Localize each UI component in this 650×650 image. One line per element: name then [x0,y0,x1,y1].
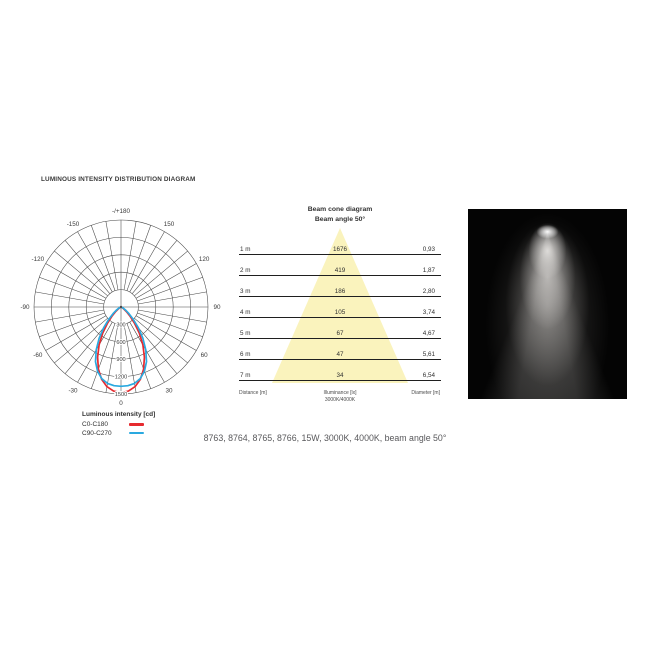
angle-tick-label: 120 [199,256,210,263]
angle-tick-label: 60 [201,352,209,359]
beam-cone-column-headers: Distance [m] Illuminance [lx] 3000K/4000… [239,390,441,403]
curve-c90-c270 [94,306,148,388]
distance-column-header: Distance [m] [239,390,267,396]
angle-tick-label: 90 [213,304,221,311]
distance-value: 3 m [240,288,251,295]
beam-photo-image [468,209,627,399]
beam-cone-diagram: Beam cone diagram Beam angle 50° 1 m 1676… [239,204,441,410]
table-row: 4 m 105 3,74 [239,306,441,318]
angle-tick-label: 30 [165,387,173,394]
angle-tick-label: 150 [164,221,175,228]
illuminance-value: 34 [336,372,344,379]
distance-value: 4 m [240,309,251,316]
legend-label: C90-C270 [82,429,112,437]
radial-tick-label: 1200 [115,375,127,381]
illuminance-header-line1: Illuminance [lx] [323,390,357,396]
beam-cone-title-line2: Beam angle 50° [314,215,366,223]
c0-c180-line-swatch [129,423,144,426]
table-row: 3 m 186 2,80 [239,285,441,297]
legend-title: Luminous intensity [cd] [82,411,156,418]
table-row: 1 m 1676 0,93 [239,243,441,255]
angle-tick-label: 0 [119,400,123,407]
table-row: 5 m 67 4,67 [239,327,441,339]
page-title: LUMINOUS INTENSITY DISTRIBUTION DIAGRAM [41,176,196,183]
illuminance-column-header: Illuminance [lx] 3000K/4000K [323,390,356,403]
angle-tick-label: -60 [33,352,43,359]
angle-tick-label: -90 [20,304,30,311]
diameter-value: 6,54 [422,372,435,379]
diameter-value: 1,87 [422,267,435,274]
table-row: 6 m 47 5,61 [239,348,441,360]
radial-tick-label: 600 [116,340,125,346]
angle-tick-label: -/+180 [112,208,131,215]
distance-value: 5 m [240,330,251,337]
distance-value: 7 m [240,372,251,379]
diameter-column-header: Diameter [m] [411,390,440,396]
angle-tick-label: -150 [67,221,80,228]
table-row: 2 m 419 1,87 [239,264,441,276]
illuminance-value: 1676 [332,246,347,253]
table-row: 7 m 34 6,54 [239,369,441,381]
beam-cone-title: Beam cone diagram Beam angle 50° [239,205,441,224]
diameter-value: 4,67 [422,330,435,337]
diameter-value: 2,80 [422,288,435,295]
legend-item-c90-c270: C90-C270 [82,429,155,437]
distance-value: 1 m [240,246,251,253]
illuminance-value: 47 [336,351,344,358]
angle-tick-label: -120 [32,256,45,263]
radial-tick-label: 1500 [115,392,127,398]
beam-cone-title-line1: Beam cone diagram [307,206,373,213]
illuminance-value: 67 [336,330,344,337]
polar-intensity-chart: 300 600 900 1200 1500 0 30 60 90 120 150 -/+180 -150… [20,208,221,407]
radial-tick-label: 900 [116,357,125,363]
distance-value: 2 m [240,267,251,274]
diameter-value: 3,74 [422,309,435,316]
radial-tick-label: 300 [116,322,125,328]
product-caption: 8763, 8764, 8765, 8766, 15W, 3000K, 4000… [203,433,447,443]
legend-item-c0-c180: C0-C180 [82,421,155,429]
illuminance-value: 105 [334,309,346,316]
distance-value: 6 m [240,351,251,358]
illuminance-header-line2: 3000K/4000K [324,396,356,403]
diameter-value: 0,93 [422,246,435,253]
diameter-value: 5,61 [422,351,435,358]
legend-label: C0-C180 [82,421,109,428]
angle-tick-label: -30 [68,387,78,394]
illuminance-value: 419 [334,267,346,274]
illuminance-value: 186 [334,288,346,295]
c90-c270-line-swatch [129,431,144,435]
chart-legend: Luminous intensity [cd] C0-C180 C90-C270 [82,411,155,437]
